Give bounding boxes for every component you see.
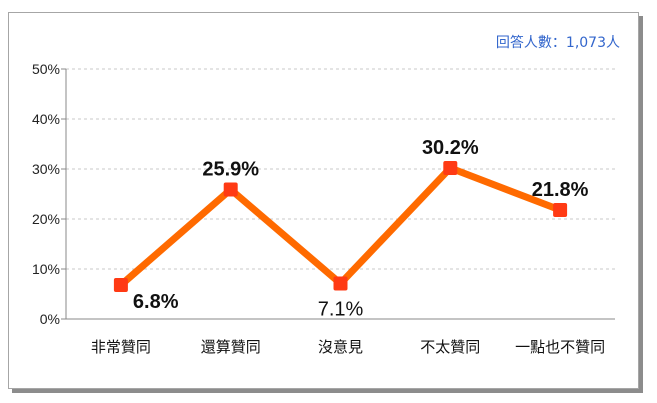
x-tick-labels: 非常贊同 還算贊同 沒意見 不太贊同 一點也不贊同 (91, 338, 605, 356)
data-label: 21.8% (532, 179, 589, 201)
data-marker (553, 203, 568, 217)
y-tick-labels: 0% 10% 20% 30% 40% 50% (32, 61, 60, 327)
y-tick-label: 20% (32, 211, 60, 227)
y-tick-label: 50% (32, 61, 60, 77)
data-marker (333, 276, 348, 291)
y-tick-label: 10% (32, 261, 60, 277)
data-label: 30.2% (422, 137, 479, 159)
x-tick-label: 一點也不贊同 (515, 338, 605, 356)
data-label: 6.8% (133, 291, 179, 313)
y-tick-label: 30% (32, 161, 60, 177)
series-line (117, 164, 564, 289)
data-marker (113, 278, 128, 292)
x-tick-label: 非常贊同 (91, 338, 151, 356)
x-tick-label: 不太贊同 (420, 338, 480, 356)
data-markers (113, 161, 568, 292)
data-label: 7.1% (318, 299, 364, 321)
data-marker (223, 182, 238, 197)
data-label: 25.9% (202, 159, 259, 181)
data-marker (443, 161, 458, 175)
data-labels: 6.8% 25.9% 7.1% 30.2% 21.8% (133, 137, 589, 321)
y-tick-label: 0% (40, 311, 60, 327)
series-line-path (117, 164, 564, 289)
respondent-count-note: 回答人數：1,073人 (495, 35, 620, 51)
y-tick-label: 40% (32, 111, 60, 127)
x-tick-label: 還算贊同 (201, 338, 261, 356)
x-tick-label: 沒意見 (318, 338, 363, 356)
axes (65, 69, 615, 320)
grid-lines (61, 68, 615, 320)
